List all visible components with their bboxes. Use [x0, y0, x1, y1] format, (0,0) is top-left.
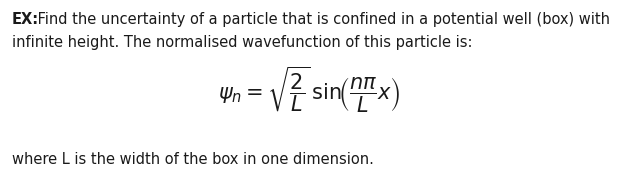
Text: $\psi_n = \sqrt{\dfrac{2}{L}}\,\mathrm{sin}\!\left(\dfrac{n\pi}{L}x\right)$: $\psi_n = \sqrt{\dfrac{2}{L}}\,\mathrm{s… [218, 65, 400, 115]
Text: Find the uncertainty of a particle that is confined in a potential well (box) wi: Find the uncertainty of a particle that … [33, 12, 610, 27]
Text: infinite height. The normalised wavefunction of this particle is:: infinite height. The normalised wavefunc… [12, 35, 472, 50]
Text: EX:: EX: [12, 12, 39, 27]
Text: where L is the width of the box in one dimension.: where L is the width of the box in one d… [12, 152, 374, 167]
